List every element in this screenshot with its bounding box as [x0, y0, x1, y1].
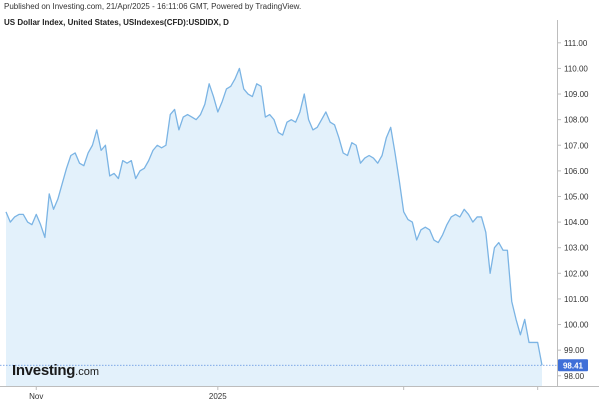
y-tick-label: 102.00	[564, 269, 589, 278]
area-layer	[5, 67, 543, 387]
y-tick-label: 105.00	[564, 192, 589, 201]
area-fill	[6, 68, 542, 387]
last-price-layer: 98.41	[0, 359, 588, 372]
investing-logo: Investing.com	[12, 362, 99, 380]
y-tick-label: 100.00	[564, 321, 589, 330]
y-tick-label: 110.00	[564, 64, 588, 73]
x-axis-labels: Nov 2025	[29, 386, 539, 401]
y-tick-label: 108.00	[564, 116, 589, 125]
logo-tld: .com	[75, 366, 99, 378]
y-tick-label: 104.00	[564, 218, 589, 227]
y-tick-label: 111.00	[564, 39, 588, 48]
x-tick-label: Nov	[29, 392, 43, 401]
y-tick-label: 106.00	[564, 167, 589, 176]
y-tick-label: 103.00	[564, 244, 589, 253]
series-line	[5, 67, 543, 366]
chart-title: US Dollar Index, United States, USIndexe…	[4, 18, 229, 27]
y-axis-labels: 98.00 99.00 100.00 101.00 102.00 103.00 104.00…	[557, 39, 589, 381]
x-tick-label: 2025	[209, 392, 227, 401]
last-price-label: 98.41	[563, 361, 584, 370]
last-price-badge	[558, 359, 588, 372]
y-tick-label: 99.00	[564, 346, 585, 355]
y-tick-label: 107.00	[564, 141, 589, 150]
y-tick-label: 109.00	[564, 90, 589, 99]
y-tick-label: 101.00	[564, 295, 589, 304]
logo-brand: Investing	[12, 362, 76, 379]
y-tick-label: 98.00	[564, 372, 585, 381]
published-note: Published on Investing.com, 21/Apr/2025 …	[4, 2, 302, 11]
